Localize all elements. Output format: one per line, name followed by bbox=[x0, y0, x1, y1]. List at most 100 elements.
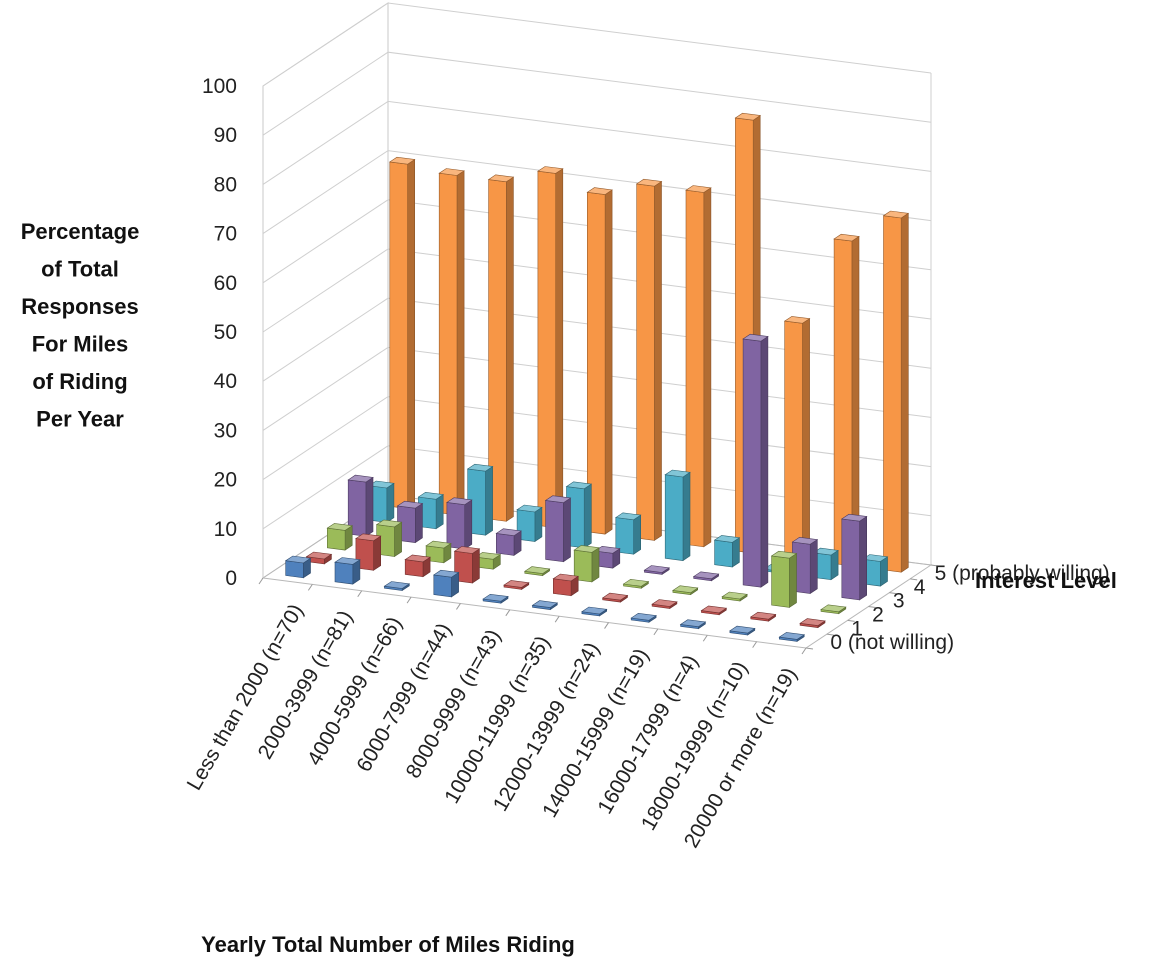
bar-series-5-cat-0 bbox=[388, 156, 416, 510]
x-tick-label: 8000-9999 (n=43) bbox=[402, 626, 506, 783]
gridline bbox=[262, 2, 932, 87]
x-tick-mark bbox=[604, 622, 609, 629]
bar-series-0-cat-9 bbox=[729, 625, 756, 636]
bar-series-1-cat-8 bbox=[700, 605, 728, 616]
bar-series-2-cat-9 bbox=[770, 550, 798, 608]
x-tick-labels: Less than 2000 (n=70)2000-3999 (n=81)400… bbox=[183, 600, 802, 852]
x-tick-label: 16000-17999 (n=4) bbox=[593, 651, 703, 818]
x-axis-label: Yearly Total Number of Miles Riding bbox=[201, 932, 575, 957]
depth-tick-label: 5 (probably willing) bbox=[935, 562, 1110, 585]
bar-series-2-cat-4 bbox=[523, 566, 551, 577]
bar-series-4-cat-1 bbox=[417, 491, 445, 530]
bar-series-1-cat-5 bbox=[552, 573, 580, 597]
bar-series-1-cat-4 bbox=[503, 580, 530, 590]
bar-series-4-cat-6 bbox=[664, 469, 691, 562]
x-tick-mark bbox=[702, 634, 708, 642]
depth-tick-label: 4 bbox=[914, 576, 926, 599]
y-tick-label: 10 bbox=[214, 518, 237, 541]
bar-series-0-cat-6 bbox=[581, 606, 608, 617]
bar-series-4-cat-7 bbox=[713, 535, 741, 568]
bar-series-4-cat-0 bbox=[368, 480, 395, 523]
z-tick-mark bbox=[889, 592, 897, 595]
y-tick-label: 20 bbox=[214, 469, 237, 492]
bar-series-2-cat-1 bbox=[375, 519, 403, 558]
gridline bbox=[262, 100, 932, 185]
x-tick-mark bbox=[554, 615, 560, 623]
bar-series-2-cat-8 bbox=[721, 591, 748, 602]
x-tick-mark bbox=[307, 584, 313, 591]
bar-series-1-cat-1 bbox=[355, 533, 382, 571]
bar-series-0-cat-1 bbox=[334, 557, 361, 585]
y-tick-label: 80 bbox=[214, 173, 237, 196]
bar-series-2-cat-6 bbox=[622, 578, 650, 589]
y-tick-label: 90 bbox=[214, 124, 237, 147]
y-axis-label: Percentage of Total Responses For Miles of R… bbox=[21, 219, 140, 432]
bar-series-1-cat-3 bbox=[453, 546, 481, 584]
depth-tick-label: 1 bbox=[851, 617, 863, 640]
y-axis-label-line: Percentage bbox=[21, 219, 140, 244]
bar-series-3-cat-5 bbox=[594, 545, 621, 569]
y-axis-label-line: Per Year bbox=[36, 407, 124, 432]
z-tick-mark bbox=[826, 633, 834, 636]
z-tick-mark bbox=[847, 619, 855, 622]
y-axis-label-line: For Miles bbox=[32, 332, 129, 357]
bar-series-2-cat-5 bbox=[573, 545, 600, 583]
x-tick-label: 6000-7999 (n=44) bbox=[352, 619, 456, 776]
bar-series-2-cat-3 bbox=[474, 552, 502, 570]
bar-series-2-cat-0 bbox=[326, 523, 354, 551]
bar-series-3-cat-2 bbox=[446, 497, 473, 550]
bar-series-1-cat-2 bbox=[404, 554, 431, 578]
bar-series-3-cat-8 bbox=[742, 333, 769, 588]
bar-series-2-cat-10 bbox=[820, 604, 847, 615]
bar-series-4-cat-3 bbox=[516, 504, 543, 543]
bar-layer bbox=[284, 112, 910, 642]
y-axis-label-line: Responses bbox=[21, 294, 138, 319]
bar-series-0-cat-0 bbox=[284, 555, 312, 579]
bar-series-5-cat-8 bbox=[783, 316, 811, 561]
bar-series-5-cat-10 bbox=[882, 210, 910, 573]
bar-series-0-cat-10 bbox=[778, 632, 806, 642]
bar-series-2-cat-2 bbox=[425, 540, 452, 564]
z-tick-mark bbox=[910, 578, 918, 581]
grid-layer bbox=[258, 2, 939, 655]
bar-series-3-cat-3 bbox=[495, 528, 522, 556]
x-tick-mark bbox=[258, 577, 264, 585]
bar-series-5-cat-6 bbox=[685, 185, 712, 548]
y-tick-label: 50 bbox=[214, 321, 237, 344]
y-axis-label-line: of Total bbox=[41, 257, 119, 282]
bar-series-1-cat-9 bbox=[749, 611, 777, 622]
bar-series-1-cat-10 bbox=[799, 618, 826, 629]
bar-series-1-cat-7 bbox=[651, 599, 678, 610]
bar-series-3-cat-9 bbox=[791, 536, 819, 595]
bar-series-0-cat-8 bbox=[679, 619, 707, 630]
bar-series-0-cat-5 bbox=[531, 600, 559, 611]
y-tick-label: 70 bbox=[214, 223, 237, 246]
y-tick-label: 100 bbox=[202, 75, 237, 98]
bar-series-4-cat-5 bbox=[614, 512, 642, 555]
bar-series-3-cat-7 bbox=[692, 571, 720, 582]
bar-series-5-cat-5 bbox=[635, 178, 663, 541]
z-tick-mark bbox=[805, 647, 814, 650]
x-tick-label: 2000-3999 (n=81) bbox=[254, 607, 358, 764]
x-tick-mark bbox=[505, 609, 511, 617]
bar-series-4-cat-2 bbox=[466, 463, 494, 536]
x-tick-mark bbox=[653, 628, 659, 636]
bar-series-0-cat-4 bbox=[482, 593, 509, 604]
depth-axis-label: Interest Level bbox=[975, 568, 1117, 593]
bar-series-1-cat-6 bbox=[601, 592, 629, 603]
x-tick-mark bbox=[801, 647, 807, 655]
y-tick-label: 30 bbox=[214, 419, 237, 442]
depth-tick-label: 3 bbox=[893, 590, 905, 613]
z-tick-mark bbox=[868, 606, 876, 608]
y-axis-label-line: of Riding bbox=[32, 369, 127, 394]
bar-series-3-cat-4 bbox=[544, 495, 572, 563]
y-tick-label: 60 bbox=[214, 272, 237, 295]
bar-series-5-cat-9 bbox=[833, 233, 860, 567]
bar-series-5-cat-4 bbox=[586, 187, 613, 535]
y-tick-label: 0 bbox=[225, 567, 237, 590]
bar-series-0-cat-2 bbox=[383, 581, 411, 592]
x-tick-mark bbox=[357, 590, 363, 598]
depth-tick-label: 0 (not willing) bbox=[830, 631, 954, 654]
bar-series-5-cat-2 bbox=[487, 174, 515, 522]
